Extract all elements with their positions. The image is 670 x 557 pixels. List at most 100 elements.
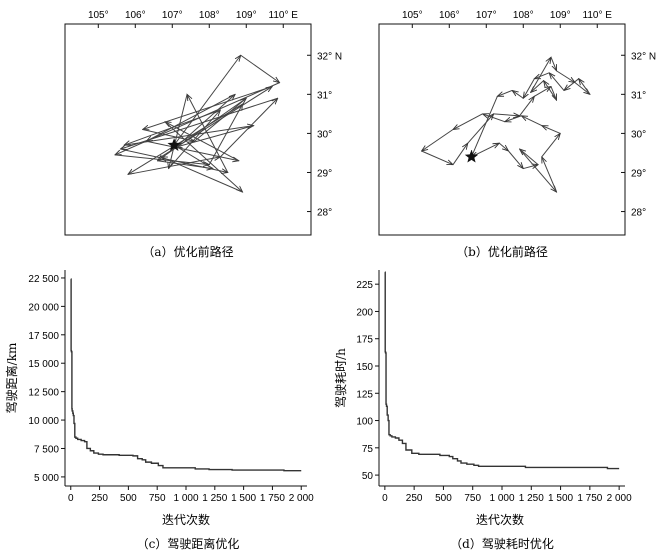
route-arrow (541, 133, 560, 158)
y-tick-label: 29° (317, 168, 332, 179)
route-arrow (467, 114, 494, 144)
y-tick-label: 32° N (317, 51, 342, 62)
y-tick-label: 5 000 (34, 473, 59, 484)
panel-b-y-ticks: 32° N 31° 30° 29° 28° (621, 51, 656, 219)
y-tick-label: 28° (631, 208, 646, 219)
route-arrow (157, 160, 212, 169)
route-arrow (452, 143, 468, 165)
panel-d-y-label: 驾驶耗时/h (333, 348, 348, 408)
route-arrow (173, 55, 241, 146)
x-tick-label: 250 (406, 493, 423, 504)
panel-a-caption: （a）优化前路径 (142, 244, 233, 259)
y-tick-label: 12 500 (28, 388, 59, 399)
panel-c-caption: （c）驾驶距离优化 (137, 536, 240, 551)
y-tick-label: 29° (631, 168, 646, 179)
x-tick-label: 0 (68, 493, 74, 504)
panel-c-x-label: 迭代次数 (162, 512, 210, 527)
panel-c-x-ticks: 0 250 500 750 1 000 1 250 1 500 1 750 2 000 (68, 486, 314, 504)
route-arrow (523, 78, 535, 99)
x-tick-label: 1 250 (519, 493, 544, 504)
route-arrow (497, 89, 513, 97)
x-tick-label: 107° (162, 10, 183, 21)
route-arrow (453, 113, 483, 130)
route-arrow (142, 129, 195, 142)
route-arrow (143, 86, 273, 130)
y-tick-label: 17 500 (28, 331, 59, 342)
route-arrow (146, 140, 238, 161)
y-tick-label: 75 (362, 444, 374, 455)
y-tick-label: 100 (356, 417, 373, 428)
panel-c-series-line (70, 278, 302, 472)
panel-d-y-ticks: 50 75 100 125 150 175 200 225 (356, 280, 379, 482)
route-arrow (519, 148, 557, 192)
route-arrow (556, 70, 575, 83)
y-tick-label: 31° (317, 90, 332, 101)
route-arrow (531, 80, 544, 93)
route-arrow (169, 94, 188, 168)
x-tick-label: 1 000 (173, 493, 198, 504)
route-arrow (550, 57, 557, 71)
y-tick-label: 32° N (631, 51, 656, 62)
route-arrow (120, 97, 278, 149)
route-arrow (544, 81, 557, 101)
x-tick-label: 109° (550, 10, 571, 21)
y-tick-label: 28° (317, 208, 332, 219)
x-tick-label: 250 (91, 493, 108, 504)
x-tick-label: 500 (435, 493, 452, 504)
route-arrow (174, 145, 214, 170)
x-tick-label: 0 (382, 493, 388, 504)
route-arrow (549, 73, 565, 91)
x-tick-label: 106° (439, 10, 460, 21)
y-tick-label: 125 (356, 389, 373, 400)
route-arrow (164, 121, 243, 192)
start-star-marker (167, 138, 181, 151)
x-tick-label: 110° E (583, 10, 613, 21)
panel-d-series-line (384, 271, 620, 470)
panel-d-x-label: 迭代次数 (476, 512, 524, 527)
x-tick-label: 107° (476, 10, 497, 21)
x-tick-label: 109° (236, 10, 257, 21)
route-arrow (519, 96, 535, 117)
panel-a-route (115, 55, 280, 192)
route-arrow (505, 115, 522, 122)
panel-a: 105° 106° 107° 108° 109° 110° E 32° N 31° 30° 29… (64, 10, 342, 259)
x-tick-label: 2 000 (289, 493, 314, 504)
y-tick-label: 22 500 (28, 274, 59, 285)
y-tick-label: 175 (356, 335, 373, 346)
route-arrow (520, 149, 539, 166)
panel-a-x-ticks: 105° 106° 107° 108° 109° 110° E (88, 10, 298, 28)
y-tick-label: 7 500 (34, 444, 59, 455)
x-tick-label: 108° (513, 10, 534, 21)
panel-b: 105° 106° 107° 108° 109° 110° E 32° N 31° 30° 29… (378, 10, 656, 259)
x-tick-label: 1 500 (548, 493, 573, 504)
route-arrow (421, 150, 453, 165)
y-tick-label: 10 000 (28, 416, 59, 427)
x-tick-label: 110° E (269, 10, 299, 21)
x-tick-label: 108° (199, 10, 220, 21)
panel-a-y-ticks: 32° N 31° 30° 29° 28° (307, 51, 342, 219)
route-arrow (523, 165, 538, 170)
x-tick-label: 1 250 (202, 493, 227, 504)
x-tick-label: 1 750 (260, 493, 285, 504)
x-tick-label: 1 750 (577, 493, 602, 504)
route-arrow (194, 98, 246, 142)
x-tick-label: 1 000 (489, 493, 514, 504)
panel-d-caption: （d）驾驶耗时优化 (450, 536, 554, 551)
x-tick-label: 105° (402, 10, 423, 21)
x-tick-label: 106° (125, 10, 146, 21)
panel-c: 0 250 500 750 1 000 1 250 1 500 1 750 2 000 5 00… (4, 270, 314, 551)
panel-b-frame (378, 23, 626, 236)
x-tick-label: 2 000 (607, 493, 632, 504)
route-arrow (542, 157, 558, 193)
y-tick-label: 31° (631, 90, 646, 101)
panel-b-route (422, 57, 590, 192)
route-arrow (579, 79, 591, 95)
route-arrow (208, 104, 242, 165)
x-tick-label: 105° (88, 10, 109, 21)
x-tick-label: 1 500 (231, 493, 256, 504)
start-star-marker (464, 149, 479, 163)
y-tick-label: 30° (317, 129, 332, 140)
route-arrow (165, 122, 240, 162)
route-arrow (240, 54, 280, 82)
